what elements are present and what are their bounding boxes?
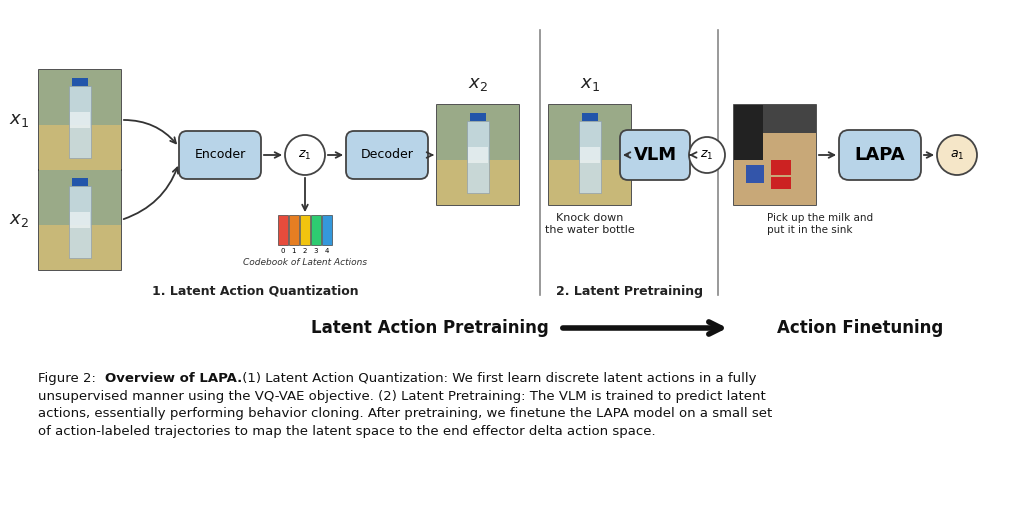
Bar	[70, 112, 90, 128]
Text: Encoder: Encoder	[195, 149, 246, 162]
Bar	[437, 105, 519, 205]
Bar	[437, 160, 519, 205]
Text: 4: 4	[325, 248, 329, 254]
Bar	[289, 215, 299, 245]
Bar	[579, 121, 601, 193]
Bar	[69, 186, 91, 258]
Bar	[470, 113, 486, 121]
Text: LAPA: LAPA	[855, 146, 905, 164]
Text: (1) Latent Action Quantization: We first learn discrete latent actions in a full: (1) Latent Action Quantization: We first…	[238, 372, 757, 385]
FancyBboxPatch shape	[839, 130, 921, 180]
FancyBboxPatch shape	[346, 131, 428, 179]
Text: 3: 3	[313, 248, 317, 254]
Bar	[467, 121, 489, 193]
Circle shape	[937, 135, 977, 175]
Bar	[734, 105, 816, 205]
Circle shape	[689, 137, 725, 173]
Bar	[322, 215, 332, 245]
Bar	[549, 160, 631, 205]
Text: Pick up the milk and
put it in the sink: Pick up the milk and put it in the sink	[767, 213, 873, 235]
Bar	[70, 212, 90, 228]
Bar	[39, 170, 121, 225]
Text: Overview of LAPA.: Overview of LAPA.	[105, 372, 243, 385]
Text: Action Finetuning: Action Finetuning	[777, 319, 943, 337]
Text: $x_1$: $x_1$	[580, 75, 600, 93]
FancyBboxPatch shape	[179, 131, 261, 179]
Bar	[734, 105, 816, 133]
Bar	[549, 105, 631, 205]
Text: $x_2$: $x_2$	[9, 211, 29, 229]
Text: 2: 2	[302, 248, 306, 254]
Bar	[734, 105, 763, 160]
Bar	[39, 70, 121, 125]
Bar	[39, 70, 121, 170]
Bar	[771, 160, 792, 175]
Bar	[72, 178, 88, 186]
Text: $a_1$: $a_1$	[950, 149, 965, 162]
Text: $z_1$: $z_1$	[298, 149, 311, 162]
Text: $z_1$: $z_1$	[700, 149, 714, 162]
Text: 2. Latent Pretraining: 2. Latent Pretraining	[556, 285, 703, 298]
Bar	[72, 78, 88, 86]
Bar	[734, 105, 816, 205]
Bar	[39, 225, 121, 270]
Text: Latent Action Pretraining: Latent Action Pretraining	[311, 319, 549, 337]
Bar	[39, 125, 121, 170]
Bar	[437, 105, 519, 160]
Text: Codebook of Latent Actions: Codebook of Latent Actions	[243, 258, 367, 267]
Bar	[69, 86, 91, 158]
Text: Decoder: Decoder	[360, 149, 414, 162]
Bar	[771, 177, 792, 189]
Bar	[746, 165, 764, 183]
Text: unsupervised manner using the VQ-VAE objective. (2) Latent Pretraining: The VLM : unsupervised manner using the VQ-VAE obj…	[38, 390, 772, 438]
Bar	[580, 147, 600, 163]
Bar	[39, 170, 121, 270]
Bar	[278, 215, 288, 245]
Text: VLM: VLM	[634, 146, 677, 164]
Bar	[549, 105, 631, 160]
Text: 0: 0	[281, 248, 285, 254]
Bar	[582, 113, 598, 121]
Bar	[468, 147, 488, 163]
Text: Knock down
the water bottle: Knock down the water bottle	[545, 213, 635, 235]
Bar	[299, 215, 309, 245]
Text: Figure 2:: Figure 2:	[38, 372, 100, 385]
Text: 1: 1	[291, 248, 296, 254]
Text: 1. Latent Action Quantization: 1. Latent Action Quantization	[152, 285, 358, 298]
Text: $x_1$: $x_1$	[9, 111, 29, 129]
Bar	[310, 215, 321, 245]
FancyBboxPatch shape	[620, 130, 690, 180]
Text: $x_2$: $x_2$	[468, 75, 487, 93]
Circle shape	[285, 135, 325, 175]
